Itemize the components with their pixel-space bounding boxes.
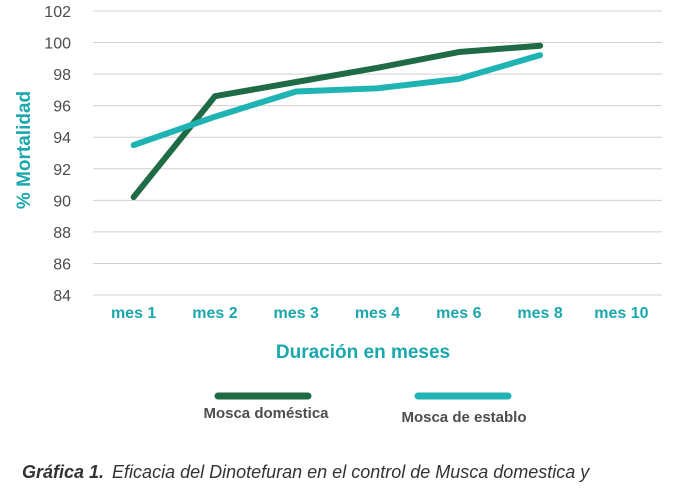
caption-label: Gráfica 1.	[22, 462, 105, 482]
series-line-2	[130, 52, 544, 149]
legend-label-2: Mosca de establo	[401, 409, 526, 426]
y-axis-title: % Mortalidad	[14, 91, 35, 209]
y-axis-ticks: 84 86 88 90 92 94 96 98 100 102	[44, 4, 71, 305]
series-line-1	[130, 42, 544, 201]
legend-label-1: Mosca doméstica	[203, 405, 329, 422]
y-tick-label: 94	[53, 130, 71, 147]
y-tick-label: 92	[53, 162, 71, 179]
grid-lines	[93, 10, 662, 296]
x-tick-label: mes 10	[594, 305, 648, 322]
y-tick-label: 84	[53, 288, 71, 305]
series-lines	[130, 42, 544, 201]
y-tick-label: 102	[44, 4, 71, 21]
y-tick-label: 86	[53, 256, 71, 273]
caption-text: Eficacia del Dinotefuran en el control d…	[112, 462, 590, 482]
y-tick-label: 88	[53, 225, 71, 242]
x-tick-label: mes 6	[436, 305, 481, 322]
y-tick-label: 96	[53, 99, 71, 116]
y-tick-label: 90	[53, 193, 71, 210]
x-axis-ticks: mes 1 mes 2 mes 3 mes 4 mes 6 mes 8 mes 10	[111, 305, 649, 322]
legend: Mosca doméstica Mosca de establo	[203, 392, 527, 426]
x-tick-label: mes 8	[517, 305, 562, 322]
x-tick-label: mes 1	[111, 305, 156, 322]
x-tick-label: mes 2	[192, 305, 237, 322]
figure-caption: Gráfica 1. Eficacia del Dinotefuran en el…	[22, 458, 682, 486]
y-tick-label: 100	[44, 36, 71, 53]
x-axis-title: Duración en meses	[276, 342, 450, 363]
x-tick-label: mes 3	[274, 305, 319, 322]
x-tick-label: mes 4	[355, 305, 400, 322]
y-tick-label: 98	[53, 67, 71, 84]
